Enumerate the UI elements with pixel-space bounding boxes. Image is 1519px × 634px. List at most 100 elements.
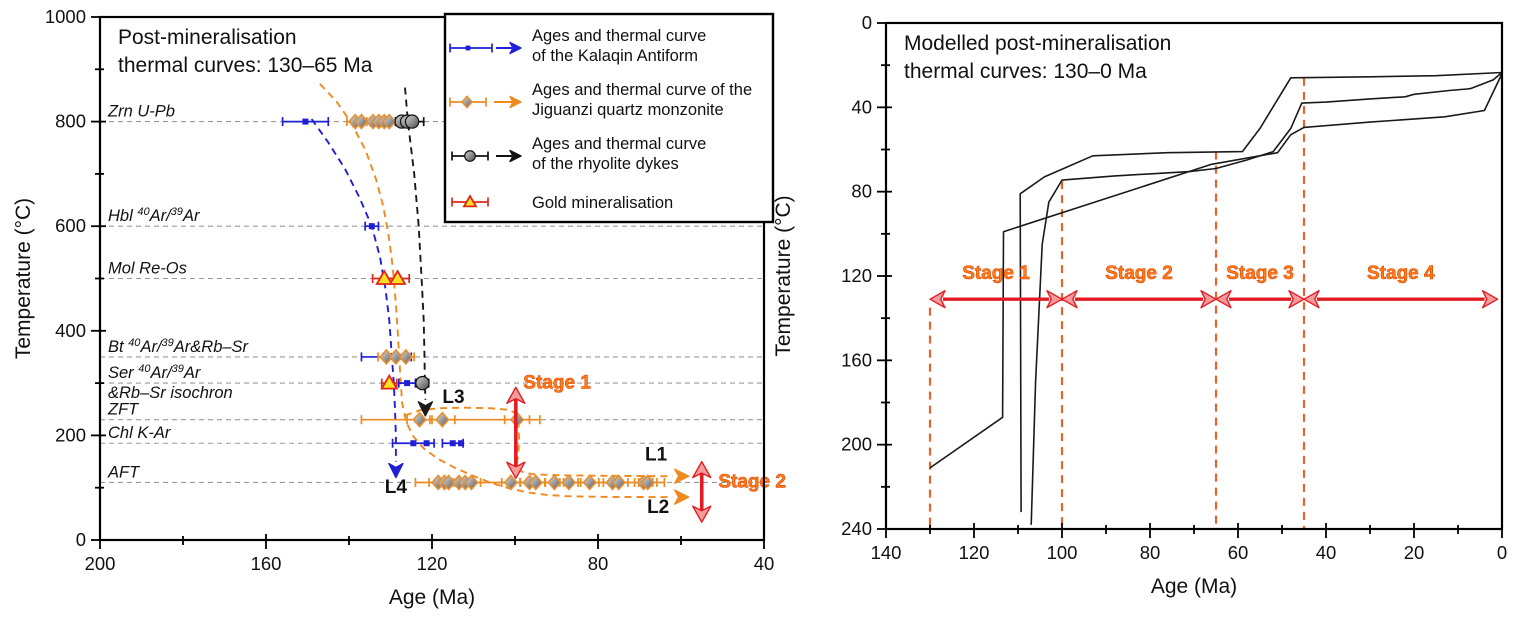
x-tick-label: 140 [871,542,902,563]
model-curve-3 [1030,71,1503,525]
x-tick-label: 0 [1497,542,1507,563]
age-point-diamond [388,348,404,366]
curve-label-L2: L2 [647,497,669,518]
stage-label: Stage 4 [1367,263,1435,284]
stage-arrow-head [1215,289,1232,309]
age-point-square [465,45,471,51]
age-point-square [458,440,465,447]
age-point-square [302,118,309,125]
model-curve-2 [1019,71,1503,513]
stage-annotation-label: Stage 2 [718,472,786,493]
stage-arrow-head [1481,289,1499,309]
stage-arrow-head [1200,289,1217,309]
modelled-thermal-chart: Stage 1 Stage 2 Stage 3 Stage 4 140 120 100 80 6… [772,12,1507,598]
legend-item: Ages and thermal curve of the Kalaqin Ant… [449,27,706,65]
legend-item-label: Ages and thermal curve [532,135,706,153]
jiguanzi-thermal-curve-envelope-arrow [674,468,690,484]
y-tick-label: 240 [841,518,872,539]
age-point-diamond [503,474,519,491]
kalaqin-thermal-curve-arrow [388,462,404,479]
age-point-diamond [611,474,627,491]
y-tick-label: 600 [55,215,86,236]
x-tick-label: 120 [417,553,448,574]
legend-item-label: Gold mineralisation [532,194,673,212]
model-curve-1 [929,73,1503,469]
legend-item-label: Jiguanzi quartz monzonite [532,101,724,119]
curve-label-L4: L4 [385,477,408,498]
chart-title: thermal curves: 130–0 Ma [904,60,1147,83]
legend-arrow-head [509,41,522,55]
age-point-triangle [388,269,407,285]
legend-item-label: of the rhyolite dykes [532,155,679,173]
closure-row-label: Chl K-Ar [108,424,172,442]
jiguanzi-thermal-curve-envelope [404,406,673,478]
age-point-square [423,440,430,447]
stage-1-arrow-head [506,461,526,479]
chart-title: thermal curves: 130–65 Ma [118,54,373,77]
post-mineralisation-chart: Zrn U-Pb Hbl 40​Ar/39​Ar Mol Re-Os Bt 40​Ar… [12,6,786,609]
age-point-diamond [460,95,474,109]
age-point-diamond [441,474,456,491]
closure-row-label: Ser 40​Ar/39​Ar [108,363,202,382]
chart-title: Post-mineralisation [118,26,297,49]
stage-arrow-head [1061,289,1078,309]
closure-row-label: ZFT [107,401,140,419]
stage-1-arrow-head [506,386,526,404]
x-tick-label: 100 [1047,542,1078,563]
x-tick-label: 40 [1316,542,1337,563]
y-tick-label: 120 [841,265,872,286]
closure-row-label: AFT [107,463,141,481]
stage-label: Stage 3 [1226,263,1294,284]
stage-label: Stage 2 [1105,263,1173,284]
legend-arrow-head [509,149,522,163]
closure-row-label: &Rb–Sr isochron [108,384,233,402]
y-tick-label: 400 [55,320,86,341]
age-point-square [449,440,456,447]
rhyolite-thermal-curve [404,87,427,400]
age-point-square [410,440,417,447]
y-tick-label: 0 [862,12,872,33]
age-point-diamond [582,474,597,491]
age-point-diamond [398,348,414,366]
stage-arrow-head [929,289,946,309]
y-tick-label: 200 [55,424,86,445]
rhyolite-thermal-curve-arrow [417,401,434,417]
age-point-square [368,223,375,230]
legend-item-label: of the Kalaqin Antiform [532,47,698,65]
legend-item-label: Ages and thermal curve of the [532,81,752,99]
legend-item: Gold mineralisation [451,194,673,212]
age-point-diamond [379,348,394,366]
legend-item: Ages and thermal curve of the Jiguanzi qu… [449,81,752,119]
chart-title: Modelled post-mineralisation [904,32,1171,55]
x-tick-label: 80 [588,553,609,574]
curve-label-L3: L3 [442,387,464,408]
y-tick-label: 40 [851,96,872,117]
age-point-triangle [462,194,478,208]
x-axis-title: Age (Ma) [389,586,475,609]
stage-annotation-label: Stage 1 [523,372,591,393]
age-point-circle [464,150,476,162]
age-point-diamond [381,113,397,130]
age-point-triangle [375,269,394,285]
y-tick-label: 1000 [45,6,86,27]
kalaqin-thermal-curve [310,118,397,462]
y-tick-label: 800 [55,111,86,132]
age-point-triangle [380,373,399,390]
y-tick-label: 0 [76,529,86,550]
x-tick-label: 120 [959,542,990,563]
stage-arrow-head [1288,289,1305,309]
legend-item-label: Ages and thermal curve [532,27,706,45]
age-point-diamond [412,411,427,428]
stage-arrow-head [1303,289,1320,309]
y-tick-label: 200 [841,434,872,455]
closure-row-label: Mol Re-Os [108,260,187,278]
age-point-diamond [435,411,450,428]
x-tick-label: 60 [1228,542,1249,563]
stage-2-arrow-head [692,460,712,479]
x-axis-title: Age (Ma) [1151,575,1237,598]
x-tick-label: 40 [754,553,775,574]
y-axis-title: Temperature (°C) [772,195,795,356]
x-tick-label: 160 [251,553,282,574]
age-point-diamond [547,474,562,491]
